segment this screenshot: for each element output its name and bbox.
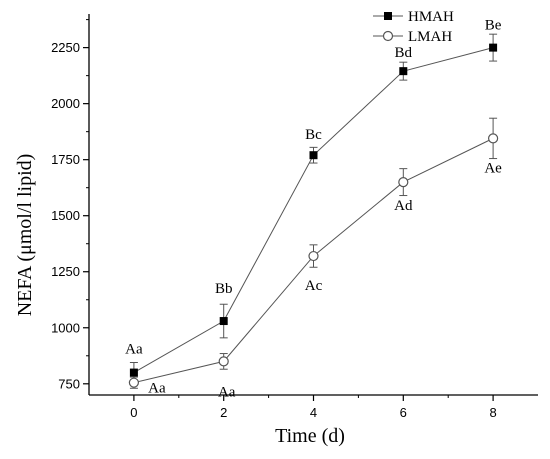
data-label: Ae [484,160,502,176]
y-tick-label: 750 [58,376,80,391]
y-tick-label: 2250 [51,40,80,55]
data-point-square [489,43,498,52]
data-point-circle [128,377,139,388]
data-point-circle [488,133,499,144]
x-tick-label: 2 [220,405,227,420]
data-label: Ac [305,278,323,294]
data-point-circle [218,356,229,367]
data-label: Bd [395,45,413,61]
data-point-square [129,368,138,377]
series-lmah: Aa Aa Ac Ad Ae [128,117,502,400]
data-label: Aa [125,342,143,358]
x-tick-label: 8 [489,405,496,420]
data-point-circle [398,176,409,188]
series-hmah: Aa Bb Bc Bd Be [125,18,502,384]
data-point-circle [308,250,319,262]
data-point-square [219,317,228,326]
legend-circle-icon [382,30,394,42]
data-label: Ad [394,198,413,214]
x-tick-label: 4 [310,405,317,420]
y-axis-title: NEFA (μmol/l lipid) [14,154,36,317]
y-tick-label: 1250 [51,264,80,279]
data-label: Aa [148,381,166,397]
data-label: Aa [218,384,236,400]
data-label: Bb [215,281,233,297]
data-point-square [309,151,318,160]
legend-item-lmah: LMAH [373,29,452,45]
x-tick-label: 6 [400,405,407,420]
x-tick-label: 0 [130,405,137,420]
data-point-square [399,67,408,76]
data-label: Be [485,18,502,34]
legend-label: LMAH [408,29,452,45]
y-tick-label: 1750 [51,152,80,167]
x-axis-title: Time (d) [275,425,345,447]
data-label: Bc [305,127,322,143]
legend-square-icon [384,12,392,20]
y-tick-label: 2000 [51,96,80,111]
y-tick-label: 1000 [51,320,80,335]
legend-label: HMAH [408,9,454,25]
series-layer: Aa Bb Bc Bd Be Aa Aa Ac Ad Ae [125,18,502,401]
y-tick-label: 1500 [51,208,80,223]
legend-item-hmah: HMAH [373,9,454,25]
legend: HMAH LMAH [373,9,454,45]
axes: 0 2 4 6 8 750 1000 1250 1500 1750 2000 2250 [51,14,538,420]
series-line-hmah [133,47,494,374]
